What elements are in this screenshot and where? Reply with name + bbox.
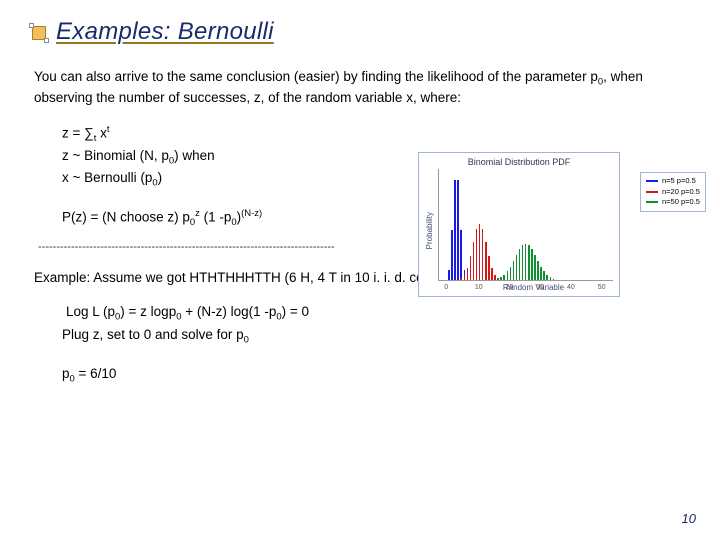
log-likelihood-line: Log L (p0) = z logp0 + (N-z) log(1 -p0) … [62,303,690,324]
intro-paragraph: You can also arrive to the same conclusi… [34,68,690,108]
title-row: Examples: Bernoulli [30,18,690,46]
chart-bar [470,256,472,280]
x-tick: 30 [536,284,544,291]
z-binom-b: ) when [174,148,215,163]
chart-bar [507,271,509,280]
pz-b: (1 -p [200,210,232,225]
legend-swatch [646,191,658,193]
y-axis-label: Probability [425,212,434,249]
legend-box: n=5 p=0.5n=20 p=0.5n=50 p=0.5 [640,172,706,212]
chart-bar [473,242,475,280]
legend-row: n=5 p=0.5 [646,176,700,187]
math-block-log: Log L (p0) = z logp0 + (N-z) log(1 -p0) … [34,303,690,347]
chart-bar [543,271,545,280]
x-bern-b: ) [158,170,163,185]
chart-bar [528,245,530,280]
x-tick: 0 [444,284,448,291]
chart-bar [460,230,462,280]
plug-a: Plug z, set to 0 and solve for p [62,327,244,342]
chart-bar [516,255,518,280]
plug-sub: 0 [244,335,249,346]
chart-bar [464,275,466,280]
z-sum-b: x [96,125,107,140]
result-a: p [62,366,70,381]
result-b: = 6/10 [75,366,117,381]
legend-row: n=20 p=0.5 [646,187,700,198]
chart-legend: n=5 p=0.5n=20 p=0.5n=50 p=0.5 [640,172,706,212]
math-line-z-sum: z = ∑t xt [62,124,690,146]
chart-bar [503,275,505,280]
binomial-chart: Binomial Distribution PDF Probability 01… [418,152,620,297]
legend-swatch [646,180,658,182]
result-block: p0 = 6/10 [34,365,690,386]
chart-bar [497,279,499,280]
chart-bar [460,278,462,280]
plug-line: Plug z, set to 0 and solve for p0 [62,326,690,347]
legend-label: n=20 p=0.5 [662,187,700,198]
chart-title: Binomial Distribution PDF [425,157,613,167]
chart-bar [540,267,542,280]
chart-bar [550,277,552,280]
slide-title: Examples: Bernoulli [56,18,274,46]
chart-bar [451,230,453,280]
chart-bar [522,245,524,280]
chart-bar [510,267,512,280]
chart-bar [494,275,496,280]
legend-label: n=50 p=0.5 [662,197,700,208]
x-tick: 20 [506,284,514,291]
page-number: 10 [682,511,696,526]
chart-frame: Binomial Distribution PDF Probability 01… [418,152,620,297]
x-tick: 40 [567,284,575,291]
z-binom-a: z ~ Binomial (N, p [62,148,169,163]
chart-bar [448,270,450,280]
chart-bar [457,180,459,280]
chart-bar [553,279,555,280]
chart-bar [500,277,502,280]
chart-bar [454,180,456,280]
x-tick: 10 [475,284,483,291]
chart-bar [519,249,521,280]
result-line: p0 = 6/10 [62,365,690,386]
x-tick: 50 [598,284,606,291]
legend-row: n=50 p=0.5 [646,197,700,208]
z-sum-sup: t [107,124,110,135]
log-d: ) = 0 [282,304,309,319]
chart-bar [546,275,548,280]
intro-text-a: You can also arrive to the same conclusi… [34,69,598,84]
log-b: ) = z logp [120,304,176,319]
chart-bar [534,255,536,280]
log-a: Log L (p [66,304,115,319]
z-sum-a: z = ∑ [62,125,94,140]
divider: ----------------------------------------… [38,240,408,255]
plot-area: Probability 01020304050 Random Variable [425,169,613,292]
log-c: + (N-z) log(1 -p [181,304,276,319]
legend-label: n=5 p=0.5 [662,176,696,187]
chart-bar [531,249,533,280]
chart-bar [491,268,493,280]
chart-plot: 01020304050 [438,169,613,281]
chart-bar [513,261,515,280]
slide: Examples: Bernoulli You can also arrive … [0,0,720,540]
chart-bar [482,229,484,280]
pz-sup2: (N-z) [241,208,262,219]
chart-bar [488,256,490,280]
bullet-icon [30,24,48,42]
chart-bar [525,244,527,280]
x-bern-a: x ~ Bernoulli (p [62,170,152,185]
chart-bar [537,261,539,280]
pz-a: P(z) = (N choose z) p [62,210,190,225]
chart-bar [467,268,469,280]
chart-bar [479,224,481,280]
legend-swatch [646,201,658,203]
chart-bar [476,229,478,280]
chart-bar [485,242,487,280]
